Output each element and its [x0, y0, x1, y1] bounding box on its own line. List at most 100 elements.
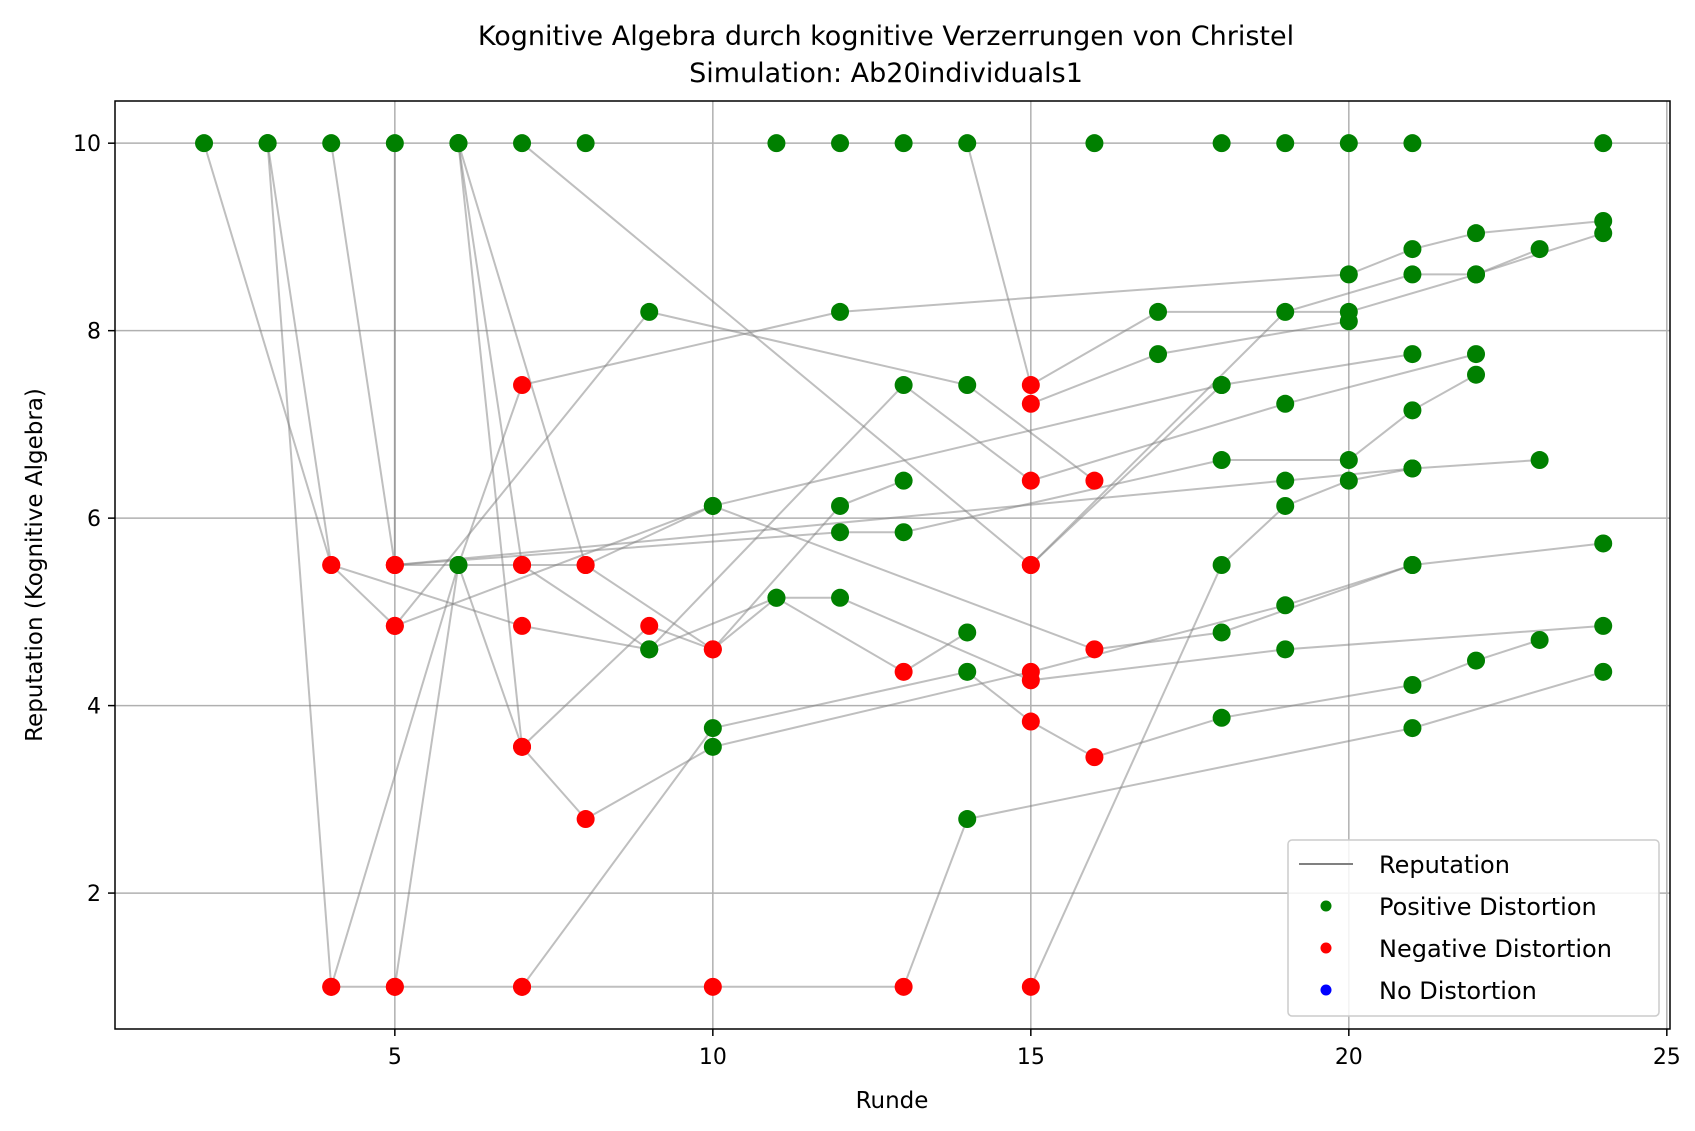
- negative-distortion-point: [1021, 556, 1040, 574]
- positive-distortion-point: [576, 134, 595, 153]
- positive-distortion-point: [195, 134, 214, 153]
- reputation-line-2: [266, 143, 904, 988]
- plot-frame: [114, 100, 1671, 1030]
- positive-distortion-point: [1467, 265, 1486, 284]
- axis-ticks: 5 10 15 20 25 2 4 6 8 10: [73, 132, 1681, 1070]
- positive-distortion-point: [1467, 224, 1486, 243]
- negative-distortion-point: [385, 616, 404, 635]
- positive-distortion-point: [703, 719, 722, 738]
- positive-distortion-point: [1212, 623, 1231, 642]
- y-tick-label: 6: [87, 507, 101, 532]
- y-axis-label: Reputation (Kognitive Algebra): [22, 388, 48, 742]
- negative-distortion-point: [322, 977, 341, 996]
- positive-distortion-point: [1403, 345, 1422, 364]
- reputation-line-0: [203, 142, 1096, 628]
- positive-distortion-point: [1530, 240, 1549, 259]
- legend-box: [1287, 839, 1660, 1017]
- negative-distortion-point: [385, 556, 404, 574]
- positive-distortion-point: [703, 737, 722, 756]
- negative-distortion-point: [513, 376, 532, 395]
- reputation-line-16: [394, 384, 1222, 627]
- chart-subtitle: Simulation: Ab20individuals1: [689, 58, 1083, 89]
- x-axis-label: Runde: [856, 1088, 929, 1114]
- legend-negative-label: Negative Distortion: [1379, 935, 1612, 963]
- negative-distortion-point: [1085, 471, 1104, 490]
- positive-distortion-point: [1276, 134, 1295, 153]
- positive-distortion-point: [831, 523, 850, 542]
- positive-distortion-point: [831, 302, 850, 321]
- positive-distortion-point: [831, 588, 850, 607]
- positive-distortion-point: [1594, 211, 1613, 230]
- negative-distortion-point: [703, 977, 722, 996]
- legend-reputation-label: Reputation: [1379, 851, 1510, 879]
- positive-distortion-point: [767, 134, 786, 153]
- positive-distortion-point: [258, 134, 277, 153]
- reputation-line-9: [331, 670, 1604, 988]
- positive-distortion-point: [958, 134, 977, 153]
- positive-distortion-point: [1276, 394, 1295, 413]
- positive-distortion-point: [1339, 265, 1358, 284]
- positive-distortion-point: [1403, 240, 1422, 259]
- positive-distortion-point: [449, 556, 468, 574]
- legend-positive-marker: [1320, 900, 1332, 912]
- negative-distortion-point: [322, 556, 341, 574]
- positive-distortion-point: [1467, 345, 1486, 364]
- negative-distortion-point: [1021, 394, 1040, 413]
- negative-distortion-point: [1021, 376, 1040, 395]
- positive-distortion-point: [958, 810, 977, 829]
- negative-distortion-point: [1021, 977, 1040, 996]
- positive-distortion-point: [1339, 451, 1358, 470]
- positive-distortion-point: [449, 134, 468, 153]
- positive-distortion-point: [1149, 302, 1168, 321]
- positive-distortion-point: [1594, 534, 1613, 553]
- positive-distortion-point: [958, 662, 977, 681]
- positive-distortion-point: [703, 496, 722, 515]
- reputation-line-13: [966, 142, 1540, 387]
- positive-distortion-point: [1085, 134, 1104, 153]
- negative-distortion-point: [640, 616, 659, 635]
- positive-distortion-point: [640, 640, 659, 659]
- negative-distortion-point: [703, 640, 722, 659]
- positive-distortion-point: [1339, 312, 1358, 331]
- positive-distortion-point: [1339, 471, 1358, 490]
- positive-distortion-point: [1403, 459, 1422, 478]
- reputation-line-1: [266, 143, 1477, 651]
- x-tick-label: 10: [699, 1045, 727, 1070]
- negative-distortion-point: [513, 977, 532, 996]
- positive-distortion-point: [1530, 630, 1549, 649]
- legend-none-marker: [1320, 984, 1332, 996]
- positive-distortion-point: [1467, 651, 1486, 670]
- legend-positive-label: Positive Distortion: [1379, 893, 1597, 921]
- positive-distortion-point: [1403, 556, 1422, 574]
- positive-distortion-point: [322, 134, 341, 153]
- reputation-line-4: [393, 143, 1604, 651]
- positive-distortion-point: [1403, 134, 1422, 153]
- positive-distortion-point: [1276, 302, 1295, 321]
- negative-distortion-point: [513, 616, 532, 635]
- reputation-line-6: [457, 142, 968, 674]
- y-tick-label: 10: [73, 132, 101, 157]
- positive-distortion-point: [1403, 401, 1422, 420]
- positive-distortion-point: [1339, 134, 1358, 153]
- y-tick-label: 4: [87, 695, 101, 720]
- legend: Reputation Positive Distortion Negative …: [1287, 839, 1660, 1017]
- positive-distortion-point: [958, 623, 977, 642]
- negative-distortion-point: [894, 977, 913, 996]
- negative-distortion-point: [1085, 640, 1104, 659]
- positive-distortion-point: [1149, 345, 1168, 364]
- negative-distortion-point: [385, 977, 404, 996]
- positive-distortion-point: [1403, 675, 1422, 694]
- positive-distortion-point: [1212, 708, 1231, 727]
- positive-distortion-point: [1276, 596, 1295, 615]
- reputation-line-14: [1030, 320, 1349, 405]
- negative-distortion-point: [576, 556, 595, 574]
- positive-distortion-point: [1276, 471, 1295, 490]
- positive-distortion-point: [1467, 365, 1486, 384]
- x-tick-label: 15: [1017, 1045, 1045, 1070]
- reputation-line-5: [457, 143, 1604, 682]
- positive-distortion-point: [1212, 556, 1231, 574]
- x-tick-label: 20: [1335, 1045, 1363, 1070]
- positive-distortion-point: [831, 134, 850, 153]
- positive-distortion-point: [1594, 134, 1613, 153]
- positive-distortion-point: [767, 588, 786, 607]
